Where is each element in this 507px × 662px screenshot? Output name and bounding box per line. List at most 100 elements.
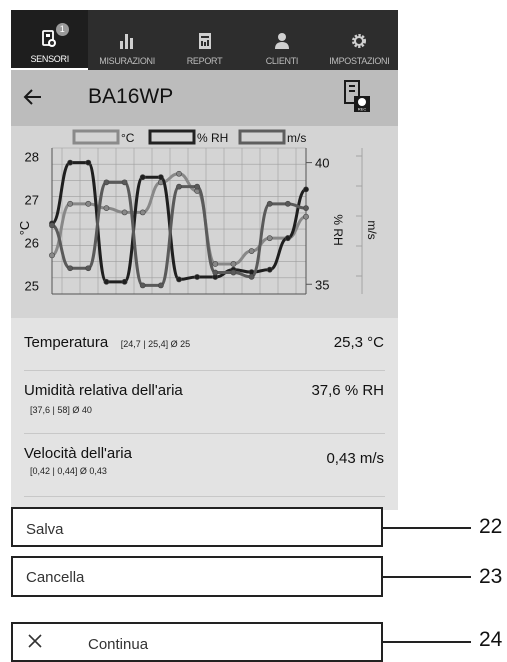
data-point xyxy=(49,222,55,229)
reading-name: Umidità relativa dell'aria xyxy=(24,382,183,399)
data-point xyxy=(212,261,219,267)
legend-swatch xyxy=(238,129,286,145)
close-icon xyxy=(27,633,43,654)
legend-swatch xyxy=(72,129,120,145)
data-point xyxy=(139,174,146,181)
tab-misurazioni[interactable]: MISURAZIONI xyxy=(88,10,165,70)
cancel-button[interactable]: Cancella xyxy=(11,556,383,597)
legend-swatch xyxy=(148,129,196,145)
chart-area: °C % RH m/s 28 27 26 25 °C 40 35 % RH m/s xyxy=(11,126,398,318)
callout-number: 22 xyxy=(479,515,503,538)
data-point xyxy=(176,183,182,190)
continue-label: Continua xyxy=(88,636,149,653)
page-title: BA16WP xyxy=(88,85,174,108)
cancel-label: Cancella xyxy=(26,569,85,586)
legend-label: m/s xyxy=(287,131,306,145)
data-point xyxy=(303,213,309,220)
user-icon xyxy=(272,32,292,50)
data-point xyxy=(121,278,128,285)
callout-line xyxy=(383,641,471,643)
reading-value: 37,6 % RH xyxy=(311,382,384,399)
data-point xyxy=(284,235,291,241)
tab-bar: 1 SENSORI MISURAZIONI REPORT CLIENTI xyxy=(11,10,398,70)
data-point xyxy=(230,269,237,276)
reading-value: 0,43 m/s xyxy=(326,450,384,467)
data-point xyxy=(139,282,146,289)
legend-label: % RH xyxy=(197,131,228,145)
reading-name: Velocità dell'aria xyxy=(24,445,132,462)
rec-label: REC xyxy=(358,107,367,112)
data-point xyxy=(67,159,74,166)
tab-label: REPORT xyxy=(186,56,223,66)
data-point xyxy=(303,186,309,193)
tab-label: CLIENTI xyxy=(265,56,299,66)
callout-line xyxy=(383,576,471,578)
data-point xyxy=(85,200,92,207)
data-point xyxy=(194,183,201,190)
data-point xyxy=(248,273,255,280)
divider xyxy=(24,370,385,371)
data-point xyxy=(230,261,237,267)
rec-device-icon[interactable]: REC xyxy=(343,79,373,115)
reading-range: [0,42 | 0,44] Ø 0,43 xyxy=(30,466,107,476)
data-point xyxy=(67,265,74,272)
reading-value: 25,3 °C xyxy=(333,334,384,351)
left-tick-label: 26 xyxy=(25,235,39,250)
data-point xyxy=(121,209,128,216)
legend-label: °C xyxy=(121,131,135,145)
tab-label: MISURAZIONI xyxy=(99,56,155,66)
right-tick-label: 35 xyxy=(315,277,329,292)
reading-temperature: Temperatura [24,7 | 25,4] Ø 25 25,3 °C xyxy=(11,318,398,370)
callout-number: 23 xyxy=(479,565,503,588)
second-right-axis-label: m/s xyxy=(365,220,379,239)
data-point xyxy=(157,174,164,181)
tab-label: IMPOSTAZIONI xyxy=(329,56,390,66)
reading-range: [37,6 | 58] Ø 40 xyxy=(30,405,92,415)
divider xyxy=(24,433,385,434)
data-point xyxy=(176,276,182,283)
device-screen: 1 SENSORI MISURAZIONI REPORT CLIENTI xyxy=(11,10,398,510)
data-point xyxy=(139,209,146,216)
arrow-left-icon[interactable] xyxy=(23,85,43,109)
bar-chart-icon xyxy=(117,32,137,50)
left-axis-label: °C xyxy=(17,221,32,236)
line-chart: °C % RH m/s 28 27 26 25 °C 40 35 % RH m/s xyxy=(17,129,379,295)
tab-impostazioni[interactable]: IMPOSTAZIONI xyxy=(321,10,398,70)
data-point xyxy=(194,274,201,280)
left-tick-label: 28 xyxy=(25,150,39,165)
reading-air-speed: Velocità dell'aria [0,42 | 0,44] Ø 0,43 … xyxy=(11,433,398,493)
data-point xyxy=(284,200,291,207)
tab-report[interactable]: REPORT xyxy=(166,10,243,70)
data-point xyxy=(266,235,273,242)
right-tick-label: 40 xyxy=(315,156,329,171)
data-point xyxy=(266,266,273,273)
tab-label: SENSORI xyxy=(30,54,69,64)
left-tick-label: 25 xyxy=(25,278,39,293)
data-point xyxy=(103,179,110,186)
series-line xyxy=(51,180,307,287)
data-point xyxy=(103,278,110,285)
gear-icon xyxy=(349,32,369,50)
sensor-icon: 1 xyxy=(40,23,69,48)
data-point xyxy=(157,282,164,289)
data-point xyxy=(303,205,309,212)
tab-clienti[interactable]: CLIENTI xyxy=(243,10,320,70)
data-point xyxy=(103,205,110,212)
series-line xyxy=(50,161,307,284)
tab-badge: 1 xyxy=(55,23,69,36)
data-point xyxy=(49,252,55,259)
readings-panel: Temperatura [24,7 | 25,4] Ø 25 25,3 °C U… xyxy=(11,318,398,510)
divider xyxy=(24,496,385,497)
save-button[interactable]: Salva xyxy=(11,507,383,547)
tab-sensori[interactable]: 1 SENSORI xyxy=(11,10,89,70)
save-label: Salva xyxy=(26,521,64,538)
left-tick-label: 27 xyxy=(25,193,39,208)
callout-number: 24 xyxy=(479,628,503,651)
reading-range: [24,7 | 25,4] Ø 25 xyxy=(120,339,191,349)
reading-name: Temperatura xyxy=(24,334,109,351)
continue-button[interactable]: Continua xyxy=(11,622,383,662)
data-point xyxy=(67,200,74,207)
data-point xyxy=(176,170,182,177)
data-point xyxy=(248,248,255,254)
callout-line xyxy=(383,527,471,529)
